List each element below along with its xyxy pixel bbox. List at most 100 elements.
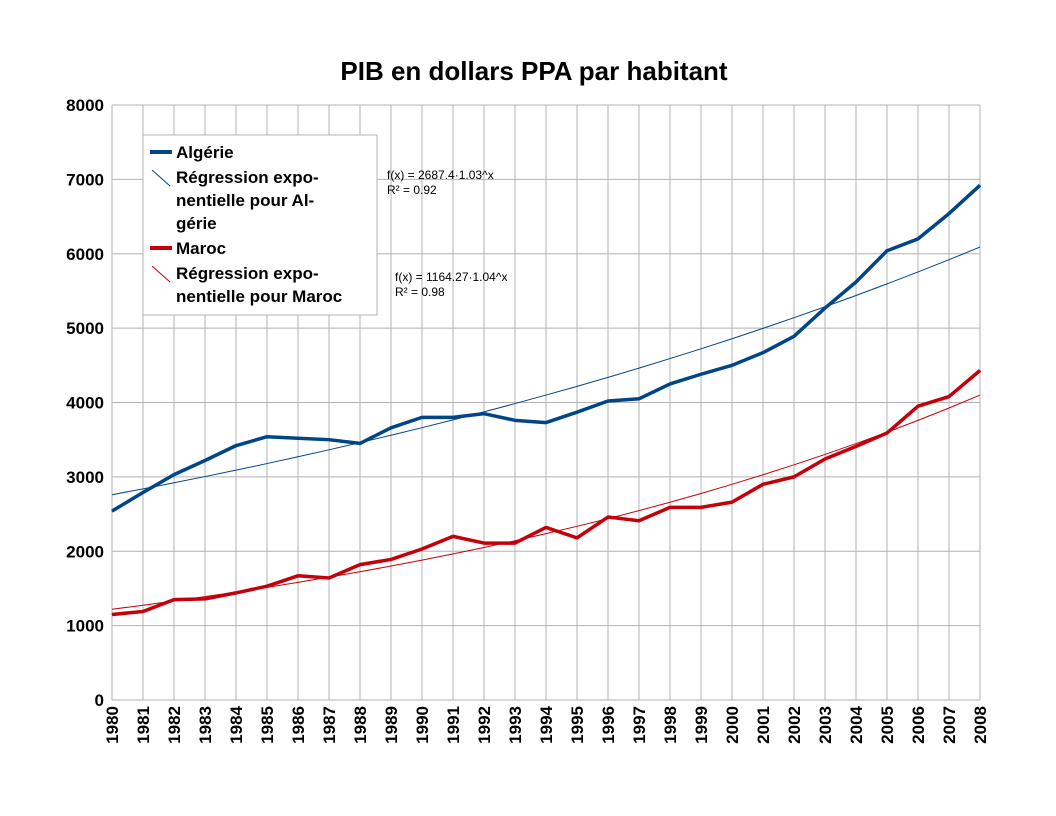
data-point xyxy=(111,510,113,512)
legend: Algérie Régression expo- nentielle pour … xyxy=(142,134,378,316)
y-tick-label: 5000 xyxy=(66,319,104,338)
data-point xyxy=(173,599,175,601)
data-point xyxy=(638,520,640,522)
data-point xyxy=(607,400,609,402)
y-tick-label: 0 xyxy=(95,691,104,710)
data-point xyxy=(235,592,237,594)
data-point xyxy=(762,483,764,485)
y-axis-ticks: 0 1000 2000 3000 4000 5000 6000 7000 8000 xyxy=(66,96,104,710)
legend-label-trend-maroc-2: nentielle pour Maroc xyxy=(176,287,342,306)
data-point xyxy=(142,491,144,493)
data-point xyxy=(452,535,454,537)
trend-equation-algerie: f(x) = 2687.4·1.03^x xyxy=(387,168,494,182)
x-tick-label: 2008 xyxy=(971,706,990,744)
data-point xyxy=(731,501,733,503)
y-tick-label: 2000 xyxy=(66,542,104,561)
data-point xyxy=(886,250,888,252)
x-tick-label: 2003 xyxy=(816,706,835,744)
data-point xyxy=(576,411,578,413)
data-point xyxy=(886,432,888,434)
y-tick-label: 7000 xyxy=(66,170,104,189)
legend-swatch-trend-algerie xyxy=(151,169,171,187)
data-point xyxy=(607,516,609,518)
data-point xyxy=(700,373,702,375)
trend-r2-maroc: R² = 0.98 xyxy=(395,285,445,299)
data-point xyxy=(297,575,299,577)
data-point xyxy=(731,364,733,366)
data-point xyxy=(235,445,237,447)
x-tick-label: 1986 xyxy=(289,706,308,744)
legend-label-maroc: Maroc xyxy=(176,239,226,258)
x-tick-label: 1999 xyxy=(692,706,711,744)
data-point xyxy=(266,436,268,438)
x-tick-label: 2002 xyxy=(785,706,804,744)
x-tick-label: 1998 xyxy=(661,706,680,744)
x-tick-label: 1983 xyxy=(196,706,215,744)
chart-title: PIB en dollars PPA par habitant xyxy=(340,56,728,86)
data-point xyxy=(390,427,392,429)
y-tick-label: 8000 xyxy=(66,96,104,115)
data-point xyxy=(917,405,919,407)
data-point xyxy=(793,476,795,478)
data-point xyxy=(979,370,981,372)
trend-r2-algerie: R² = 0.92 xyxy=(387,183,437,197)
data-point xyxy=(576,537,578,539)
data-point xyxy=(390,558,392,560)
x-tick-label: 1991 xyxy=(444,706,463,744)
data-point xyxy=(638,398,640,400)
series-algérie xyxy=(111,184,982,513)
data-point xyxy=(824,458,826,460)
data-point xyxy=(762,352,764,354)
x-tick-label: 1981 xyxy=(134,706,153,744)
x-axis-ticks: 1980 1981 1982 1983 1984 1985 1986 1987 1988 1989… xyxy=(103,705,990,743)
data-point xyxy=(483,542,485,544)
x-tick-label: 2004 xyxy=(847,705,866,743)
data-point xyxy=(452,416,454,418)
data-point xyxy=(917,238,919,240)
x-tick-label: 1995 xyxy=(568,706,587,744)
x-tick-label: 1996 xyxy=(599,706,618,744)
x-tick-label: 1990 xyxy=(413,706,432,744)
data-point xyxy=(545,526,547,528)
data-point xyxy=(948,396,950,398)
data-point xyxy=(700,506,702,508)
legend-label-trend-maroc-1: Régression expo- xyxy=(176,264,319,283)
x-tick-label: 1993 xyxy=(506,706,525,744)
y-tick-label: 3000 xyxy=(66,468,104,487)
x-tick-label: 2005 xyxy=(878,706,897,744)
y-tick-label: 6000 xyxy=(66,245,104,264)
data-point xyxy=(421,416,423,418)
data-point xyxy=(669,506,671,508)
x-tick-label: 1982 xyxy=(165,706,184,744)
legend-swatch-trend-maroc xyxy=(151,265,171,283)
x-tick-label: 1985 xyxy=(258,706,277,744)
data-point xyxy=(328,577,330,579)
x-tick-label: 2000 xyxy=(723,706,742,744)
x-tick-label: 1984 xyxy=(227,705,246,743)
y-tick-label: 4000 xyxy=(66,394,104,413)
data-point xyxy=(948,213,950,215)
x-tick-label: 2001 xyxy=(754,706,773,744)
data-point xyxy=(793,335,795,337)
data-point xyxy=(514,419,516,421)
legend-box xyxy=(142,134,378,316)
data-point xyxy=(855,445,857,447)
y-tick-label: 1000 xyxy=(66,617,104,636)
data-point xyxy=(142,610,144,612)
data-point xyxy=(204,598,206,600)
x-tick-label: 1987 xyxy=(320,706,339,744)
data-point xyxy=(266,585,268,587)
data-point xyxy=(855,281,857,283)
data-point xyxy=(824,307,826,309)
x-tick-label: 2007 xyxy=(940,706,959,744)
series-maroc xyxy=(111,369,982,617)
series-lines xyxy=(111,184,982,617)
trendline-algérie xyxy=(111,246,981,496)
data-point xyxy=(669,383,671,385)
x-tick-label: 1988 xyxy=(351,706,370,744)
data-point xyxy=(421,548,423,550)
data-point xyxy=(111,613,113,615)
legend-label-algerie: Algérie xyxy=(176,143,234,162)
data-point xyxy=(483,413,485,415)
